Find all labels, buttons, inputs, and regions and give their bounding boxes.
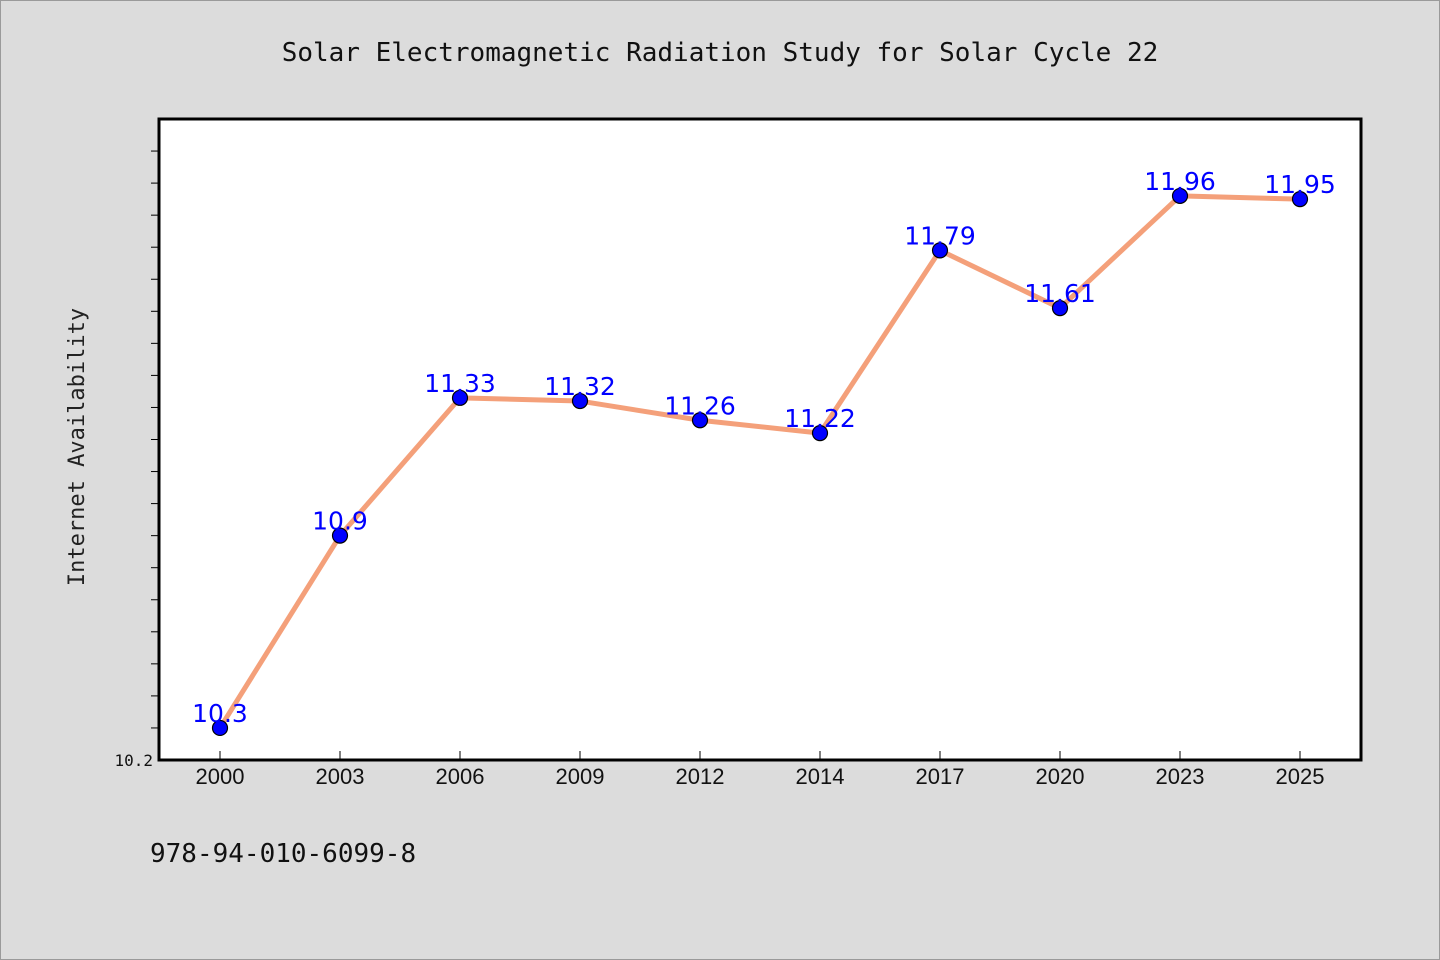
x-tick-label: 2009 [556,764,605,789]
x-tick-label: 2014 [796,764,845,789]
x-tick-label: 2000 [196,764,245,789]
data-point [571,392,589,410]
y-axis-ticks: 10.2 [114,150,159,770]
y-axis-label: Internet Availability [65,308,90,586]
data-labels: 10.3 10.9 11.33 11.32 11.26 11.22 11.79 11.61 11… [192,167,1336,728]
data-point [211,719,229,737]
series-line [217,193,1301,730]
plot-area [157,117,1363,762]
data-label: 10.9 [312,507,368,536]
data-point [1171,187,1189,205]
isbn-footer: 978-94-010-6099-8 [150,839,416,869]
data-point [691,412,709,429]
x-tick-label: 2017 [916,764,965,789]
x-axis-ticks: 2000 2003 2006 2009 2012 2014 2017 2020 2023 2025 [196,751,1325,789]
chart-title: Solar Electromagnetic Radiation Study fo… [282,38,1159,68]
data-label: 11.96 [1144,167,1216,196]
data-label: 11.79 [904,221,976,250]
data-label: 11.95 [1264,170,1336,199]
x-tick-label: 2025 [1276,764,1325,789]
x-tick-label: 2012 [676,764,725,789]
data-label: 10.3 [192,699,248,728]
data-point [1291,191,1309,208]
x-tick-label: 2023 [1156,764,1205,789]
data-markers [211,187,1309,737]
x-tick-label: 2006 [436,764,485,789]
data-point [931,242,949,259]
data-label: 11.26 [664,391,736,420]
data-point [811,424,829,442]
data-label: 11.33 [424,369,496,398]
data-label: 11.61 [1024,279,1096,308]
x-tick-label: 2003 [316,764,365,789]
data-point [331,527,349,544]
x-tick-label: 2020 [1036,764,1085,789]
data-label: 11.22 [784,404,856,433]
data-point [451,389,469,406]
data-label: 11.32 [544,372,616,401]
y-tick-label: 10.2 [114,751,153,770]
data-point [1051,299,1069,317]
